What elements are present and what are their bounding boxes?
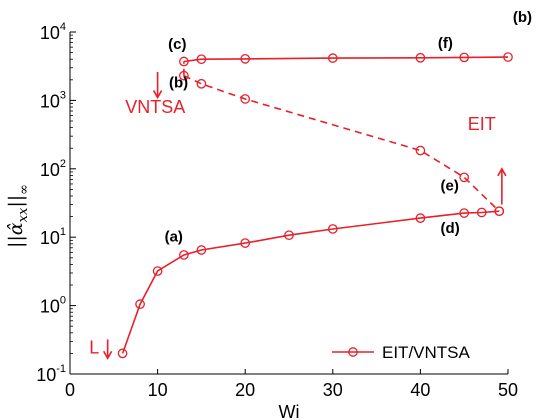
data-point	[240, 238, 251, 248]
annotation-label: VNTSA	[125, 97, 185, 117]
panel-label: (b)	[513, 9, 532, 26]
legend-label: EIT/VNTSA	[382, 343, 471, 362]
data-point	[503, 52, 513, 62]
x-tick-label: 20	[235, 380, 255, 400]
arrow-head	[152, 90, 163, 100]
y-tick-label: 103	[40, 89, 66, 111]
y-tick-label: 104	[40, 21, 66, 43]
legend-marker	[348, 347, 358, 357]
data-point	[179, 56, 189, 67]
annotation-label: (a)	[165, 229, 183, 246]
x-tick-label: 10	[148, 380, 168, 400]
data-point	[196, 54, 207, 65]
annotation-label: EIT	[468, 114, 496, 134]
series-line-2	[183, 74, 500, 212]
y-tick-label: 10-1	[36, 363, 66, 385]
y-tick-label: 100	[40, 295, 66, 317]
x-tick-label: 0	[65, 380, 75, 400]
arrow-head	[497, 167, 507, 177]
x-axis-label: Wi	[279, 402, 300, 420]
data-point	[459, 208, 470, 218]
data-point	[196, 78, 207, 89]
data-point	[196, 245, 207, 255]
data-point	[415, 213, 426, 223]
annotation-label: L	[89, 337, 99, 357]
data-point	[476, 207, 487, 218]
data-point	[152, 266, 163, 276]
annotation-label: (b)	[169, 74, 188, 91]
annotation-label: (d)	[441, 220, 460, 237]
annotation-label: (f)	[438, 35, 453, 52]
data-point	[327, 53, 338, 63]
data-point	[240, 54, 251, 64]
data-point	[415, 145, 426, 156]
data-point	[135, 299, 145, 310]
y-tick-label: 101	[40, 226, 66, 248]
data-point	[117, 348, 128, 359]
annotation-label: (c)	[168, 36, 186, 53]
data-point	[284, 230, 294, 241]
data-point	[459, 172, 470, 183]
data-point	[494, 206, 505, 217]
series-line-1	[183, 56, 509, 63]
x-tick-label: 50	[498, 380, 518, 400]
data-point	[240, 94, 251, 104]
data-point	[459, 52, 470, 63]
annotation-label: (e)	[441, 178, 459, 195]
y-axis-label: ||α̂xx||∞	[5, 184, 32, 248]
data-point	[415, 52, 426, 63]
arrow-head	[102, 350, 113, 360]
y-tick-label: 102	[40, 158, 66, 180]
data-point	[327, 224, 338, 234]
data-point	[179, 250, 189, 260]
x-tick-label: 40	[410, 380, 430, 400]
x-tick-label: 30	[323, 380, 343, 400]
series-line-0	[121, 210, 500, 354]
